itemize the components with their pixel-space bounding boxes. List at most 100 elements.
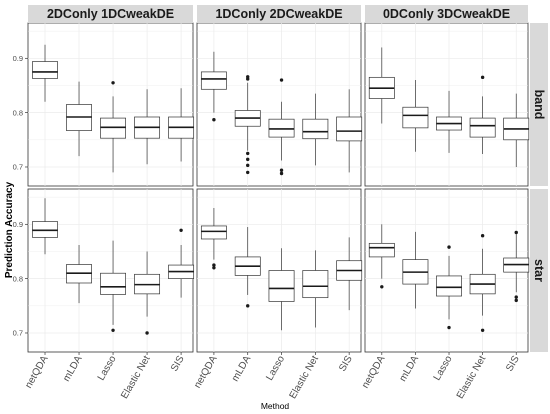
x-tick-label: Lasso: [96, 354, 119, 383]
box-netqda: [200, 51, 227, 122]
x-tick-label: SIS: [337, 354, 355, 374]
column-facet-label: 1DConly 2DCweakDE: [215, 7, 342, 21]
x-tick-label: Lasso: [264, 354, 287, 383]
outlier-point: [212, 118, 216, 122]
box-elastic-net: [134, 251, 161, 335]
outlier-point: [380, 285, 384, 289]
box-iqr: [336, 116, 363, 142]
box-netqda: [368, 224, 395, 289]
box-iqr: [302, 118, 329, 140]
row-strip-bg: [530, 23, 548, 186]
box-sis: [336, 237, 363, 311]
outlier-point: [279, 168, 284, 172]
box-iqr: [100, 272, 126, 295]
box-netqda: [32, 44, 58, 102]
x-tick-label: mLDA: [61, 354, 85, 384]
y-tick-label: 0.8: [13, 274, 23, 283]
outlier-point: [246, 163, 250, 168]
column-strip-bg: [197, 5, 361, 23]
column-strip-bg: [365, 5, 528, 23]
outlier-point: [514, 230, 518, 235]
outlier-point: [246, 304, 250, 308]
column-facet-label: 2DConly 1DCweakDE: [47, 7, 174, 21]
outlier-point: [514, 298, 518, 303]
box-netqda: [200, 208, 227, 270]
outlier-point: [279, 171, 284, 176]
outlier-point: [145, 331, 149, 335]
box-lasso: [268, 248, 295, 331]
y-tick-label: 0.9: [13, 54, 23, 63]
y-axis-title: Prediction Accuracy: [4, 181, 15, 278]
outlier-point: [246, 170, 250, 175]
outlier-point: [246, 77, 250, 81]
outlier-point: [514, 295, 518, 299]
box-netqda: [32, 198, 58, 255]
box-elastic-net: [302, 93, 329, 166]
box-iqr: [200, 225, 227, 240]
outlier-point: [212, 263, 216, 267]
outlier-point: [480, 328, 485, 332]
box-mlda: [234, 75, 261, 175]
panel-0-0: [27, 22, 194, 187]
x-tick-label: Lasso: [432, 354, 455, 383]
box-lasso: [436, 245, 462, 330]
box-sis: [336, 89, 363, 173]
x-tick-label: Elastic Net: [288, 354, 322, 401]
box-iqr: [402, 106, 429, 129]
box-iqr: [32, 61, 58, 79]
x-axis-title: Method: [261, 401, 290, 411]
row-strip-bg: [530, 189, 548, 352]
outlier-point: [111, 328, 115, 332]
outlier-point: [447, 245, 451, 249]
panel-0-2: [364, 22, 529, 187]
box-mlda: [66, 81, 92, 157]
column-strip-bg: [28, 5, 193, 23]
box-plots: [32, 44, 530, 335]
box-iqr: [302, 270, 329, 299]
panel-1-2: [364, 188, 529, 353]
outlier-point: [480, 234, 485, 238]
outlier-point: [246, 151, 250, 156]
x-tick-label: SIS: [169, 354, 187, 374]
x-tick-label: mLDA: [398, 354, 422, 384]
box-iqr: [268, 118, 295, 138]
outlier-point: [212, 266, 216, 270]
box-iqr: [268, 270, 295, 302]
box-mlda: [402, 80, 429, 152]
box-sis: [168, 228, 195, 298]
box-sis: [503, 230, 530, 303]
outlier-point: [246, 157, 250, 162]
box-mlda: [66, 244, 92, 304]
row-facet-label: band: [532, 90, 546, 120]
row-facet-label: star: [532, 259, 546, 282]
box-elastic-net: [469, 234, 496, 332]
box-iqr: [368, 242, 395, 258]
box-lasso: [100, 240, 126, 332]
box-lasso: [268, 78, 295, 176]
x-tick-label: Elastic Net: [119, 354, 153, 401]
box-iqr: [436, 275, 462, 297]
y-tick-label: 0.7: [13, 329, 23, 338]
panel-0-1: [196, 22, 362, 187]
box-sis: [503, 93, 530, 167]
box-iqr: [469, 117, 496, 138]
x-tick-label: Elastic Net: [455, 354, 489, 401]
x-tick-label: netQDA: [360, 354, 387, 391]
box-netqda: [368, 47, 395, 124]
x-tick-label: SIS: [504, 354, 522, 374]
box-sis: [168, 88, 195, 162]
box-lasso: [100, 81, 126, 173]
x-tick-label: netQDA: [192, 354, 219, 391]
box-elastic-net: [469, 75, 496, 154]
box-elastic-net: [302, 250, 329, 328]
box-elastic-net: [134, 89, 161, 165]
y-tick-label: 0.7: [13, 163, 23, 172]
x-tick-label: netQDA: [23, 354, 50, 391]
facet-strips: 2DConly 1DCweakDE 1DConly 2DCweakDE 0DConl…: [28, 5, 548, 352]
y-tick-label: 0.9: [13, 220, 23, 229]
box-mlda: [234, 227, 261, 308]
x-tick-label: mLDA: [230, 354, 254, 384]
box-mlda: [402, 231, 429, 309]
outlier-point: [480, 75, 485, 80]
box-iqr: [32, 221, 58, 238]
